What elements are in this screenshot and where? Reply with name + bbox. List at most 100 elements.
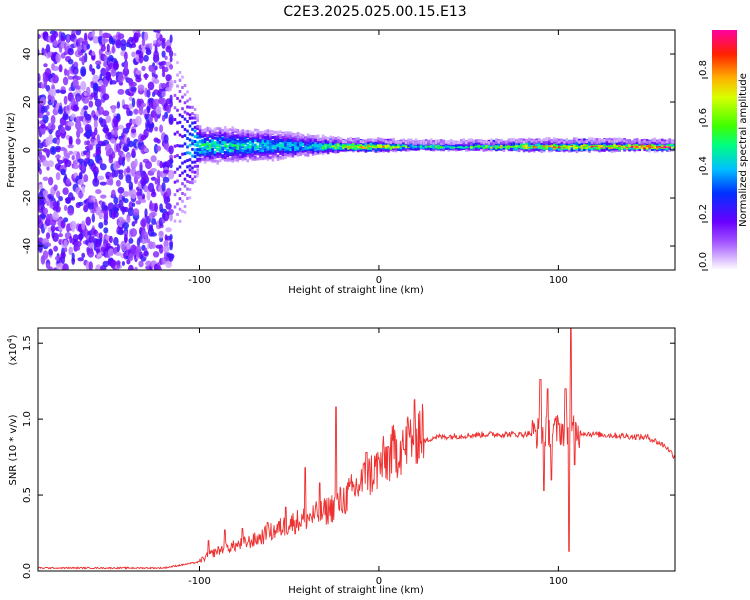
heatmap-cell: [39, 96, 47, 106]
heatmap-cell: [43, 207, 48, 215]
heatmap-cell: [95, 189, 102, 195]
heatmap-cell: [269, 156, 272, 160]
heatmap-cell: [306, 138, 310, 142]
heatmap-cell: [517, 142, 521, 146]
heatmap-cell: [309, 145, 312, 149]
heatmap-cell: [213, 150, 217, 154]
heatmap-cell: [264, 156, 267, 160]
heatmap-cell: [181, 107, 184, 111]
heatmap-cell: [379, 138, 383, 142]
heatmap-cell: [231, 157, 234, 160]
heatmap-cell: [261, 141, 265, 144]
heatmap-cell: [580, 138, 584, 142]
heatmap-cell: [63, 204, 68, 212]
heatmap-cell: [580, 146, 584, 150]
heatmap-cell: [99, 181, 107, 186]
heatmap-cell: [203, 143, 207, 147]
heatmap-cell: [203, 160, 207, 164]
heatmap-cell: [666, 140, 669, 144]
heatmap-cell: [284, 138, 287, 141]
heatmap-cell: [203, 157, 207, 161]
heatmap-cell: [223, 140, 227, 144]
heatmap-cell: [512, 138, 516, 142]
heatmap-cell: [206, 137, 209, 140]
heatmap-cell: [419, 144, 423, 148]
heatmap-cell: [336, 136, 340, 140]
heatmap-cell: [94, 98, 102, 108]
heatmap-cell: [145, 49, 152, 55]
heatmap-cell: [342, 140, 345, 143]
heatmap-cell: [603, 141, 606, 145]
heatmap-cell: [603, 143, 606, 146]
heatmap-cell: [575, 142, 579, 146]
heatmap-cell: [648, 149, 651, 153]
heatmap-cell: [208, 129, 212, 133]
heatmap-cell: [671, 139, 674, 143]
heatmap-cell: [165, 227, 172, 233]
heatmap-cell: [316, 144, 320, 148]
heatmap-cell: [203, 134, 207, 138]
heatmap-cell: [301, 151, 305, 155]
heatmap-cell: [38, 33, 41, 40]
heatmap-cell: [186, 90, 189, 94]
heatmap-cell: [231, 140, 234, 144]
heatmap-cell: [223, 158, 227, 162]
heatmap-cell: [103, 38, 109, 43]
heatmap-cell: [226, 148, 229, 152]
heatmap-cell: [191, 142, 194, 146]
heatmap-cell: [91, 51, 96, 56]
heatmap-cell: [169, 234, 173, 241]
heatmap-cell: [167, 169, 175, 180]
heatmap-cell: [588, 148, 591, 152]
heatmap-cell: [42, 160, 49, 167]
heatmap-cell: [178, 156, 182, 159]
heatmap-cell: [201, 129, 204, 132]
heatmap-cell: [183, 127, 187, 131]
heatmap-cell: [191, 112, 194, 116]
heatmap-cell: [246, 143, 250, 147]
heatmap-cell: [251, 142, 255, 146]
heatmap-cell: [244, 139, 247, 143]
heatmap-cell: [520, 144, 523, 148]
heatmap-cell: [311, 139, 315, 142]
heatmap-cell: [130, 43, 137, 48]
heatmap-cell: [218, 127, 222, 131]
heatmap-cell: [146, 190, 151, 201]
heatmap-cell: [568, 148, 571, 152]
heatmap-cell: [143, 147, 149, 153]
heatmap-cell: [228, 132, 232, 136]
heatmap-cell: [643, 141, 646, 145]
heatmap-cell: [515, 144, 518, 147]
heatmap-cell: [590, 137, 594, 141]
heatmap-cell: [72, 164, 80, 170]
heatmap-cell: [75, 85, 81, 90]
heatmap-cell: [183, 142, 187, 146]
heatmap-cell: [271, 158, 275, 162]
heatmap-cell: [525, 146, 528, 150]
heatmap-cell: [239, 148, 242, 152]
heatmap-cell: [588, 142, 591, 146]
heatmap-cell: [537, 138, 541, 141]
heatmap-cell: [211, 150, 214, 154]
heatmap-cell: [228, 152, 232, 156]
heatmap-cell: [244, 130, 247, 134]
heatmap-cell: [168, 208, 174, 215]
heatmap-cell: [321, 148, 325, 151]
heatmap-cell: [151, 241, 156, 249]
heatmap-cell: [141, 44, 146, 54]
heatmap-cell: [402, 147, 405, 151]
heatmap-cell: [211, 158, 214, 162]
heatmap-cell: [311, 135, 315, 138]
heatmap-cell: [286, 139, 290, 142]
heatmap-cell: [81, 55, 85, 66]
heatmap-cell: [354, 146, 358, 150]
heatmap-cell: [223, 128, 227, 132]
heatmap-cell: [349, 137, 353, 140]
heatmap-cell: [560, 142, 564, 146]
heatmap-cell: [347, 142, 350, 146]
heatmap-cell: [266, 135, 270, 139]
heatmap-cell: [620, 138, 624, 142]
heatmap-cell: [181, 192, 184, 195]
heatmap-cell: [334, 140, 337, 144]
heatmap-cell: [183, 205, 187, 208]
